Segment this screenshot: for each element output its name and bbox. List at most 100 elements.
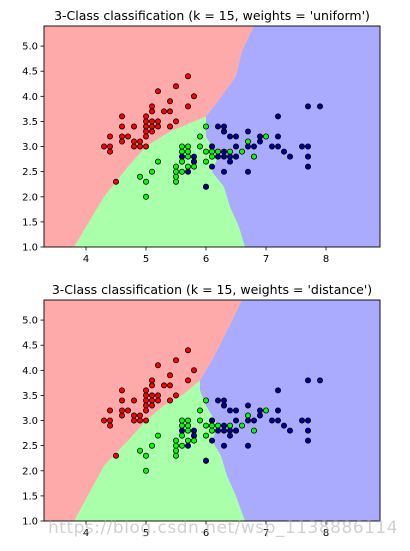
data-point — [166, 372, 173, 379]
data-point — [214, 153, 221, 160]
data-point — [220, 397, 227, 404]
data-point — [142, 118, 149, 125]
data-point — [160, 382, 167, 389]
data-point — [142, 402, 149, 409]
data-point — [119, 123, 126, 130]
data-point — [107, 148, 114, 155]
data-point — [220, 148, 227, 155]
data-point — [142, 397, 149, 404]
data-point — [148, 397, 155, 404]
data-point — [220, 128, 227, 135]
data-point — [178, 427, 185, 434]
data-point — [208, 153, 215, 160]
y-tick-label: 4.5 — [22, 67, 38, 78]
data-point — [238, 148, 245, 155]
data-point — [184, 417, 191, 424]
data-point — [184, 437, 191, 444]
data-point — [119, 407, 126, 414]
data-point — [136, 447, 143, 454]
data-point — [184, 153, 191, 160]
data-point — [107, 407, 114, 414]
chart-title: 3-Class classification (k = 15, weights … — [52, 282, 372, 297]
region-blue — [206, 26, 380, 247]
data-point — [244, 168, 251, 175]
y-tick-label: 1.0 — [22, 517, 38, 528]
data-point — [136, 173, 143, 180]
data-point — [178, 143, 185, 150]
data-point — [304, 377, 311, 384]
data-point — [148, 377, 155, 384]
data-point — [190, 437, 197, 444]
data-point — [148, 103, 155, 110]
data-point — [208, 143, 215, 150]
data-point — [172, 83, 179, 90]
x-tick-label: 5 — [143, 254, 149, 265]
data-point — [244, 128, 251, 135]
data-point — [119, 387, 126, 394]
data-point — [172, 447, 179, 454]
x-tick-label: 7 — [263, 254, 269, 265]
y-tick-label: 4.0 — [22, 366, 38, 377]
data-point — [244, 442, 251, 449]
data-point — [184, 422, 191, 429]
data-point — [142, 143, 149, 150]
y-tick-label: 2.0 — [22, 466, 38, 477]
data-point — [286, 153, 293, 160]
data-point — [101, 417, 108, 424]
data-point — [190, 367, 197, 374]
data-point — [298, 143, 305, 150]
data-point — [280, 148, 287, 155]
data-point — [208, 427, 215, 434]
data-point — [130, 143, 137, 150]
data-point — [178, 153, 185, 160]
data-point — [178, 168, 185, 175]
y-tick-label: 1.5 — [22, 217, 38, 228]
data-point — [148, 392, 155, 399]
data-point — [208, 148, 215, 155]
data-point — [250, 153, 257, 160]
data-point — [125, 407, 132, 414]
data-point — [142, 133, 149, 140]
data-point — [148, 442, 155, 449]
data-point — [166, 382, 173, 389]
data-point — [130, 123, 137, 130]
data-point — [172, 168, 179, 175]
data-point — [190, 93, 197, 100]
data-point — [190, 427, 197, 434]
data-point — [214, 148, 221, 155]
region-blue — [200, 300, 380, 521]
data-point — [304, 153, 311, 160]
data-point — [142, 123, 149, 130]
x-tick-label: 7 — [263, 528, 269, 539]
data-point — [148, 123, 155, 130]
data-point — [136, 138, 143, 145]
data-point — [154, 123, 161, 130]
data-point — [148, 168, 155, 175]
data-point — [220, 402, 227, 409]
data-point — [226, 158, 233, 165]
region-red — [44, 26, 254, 247]
data-point — [154, 432, 161, 439]
data-point — [130, 417, 137, 424]
data-point — [232, 133, 239, 140]
data-point — [202, 148, 209, 155]
data-point — [119, 397, 126, 404]
data-point — [178, 442, 185, 449]
data-point — [172, 163, 179, 170]
data-point — [226, 133, 233, 140]
data-point — [220, 427, 227, 434]
data-point — [250, 427, 257, 434]
data-point — [160, 108, 167, 115]
data-point — [250, 143, 257, 150]
data-point — [178, 422, 185, 429]
data-point — [107, 133, 114, 140]
data-point — [113, 178, 120, 185]
data-point — [262, 407, 269, 414]
data-point — [113, 452, 120, 459]
data-point — [208, 417, 215, 424]
data-point — [172, 173, 179, 180]
data-point — [184, 143, 191, 150]
data-point — [148, 402, 155, 409]
data-point — [220, 123, 227, 130]
data-point — [166, 108, 173, 115]
